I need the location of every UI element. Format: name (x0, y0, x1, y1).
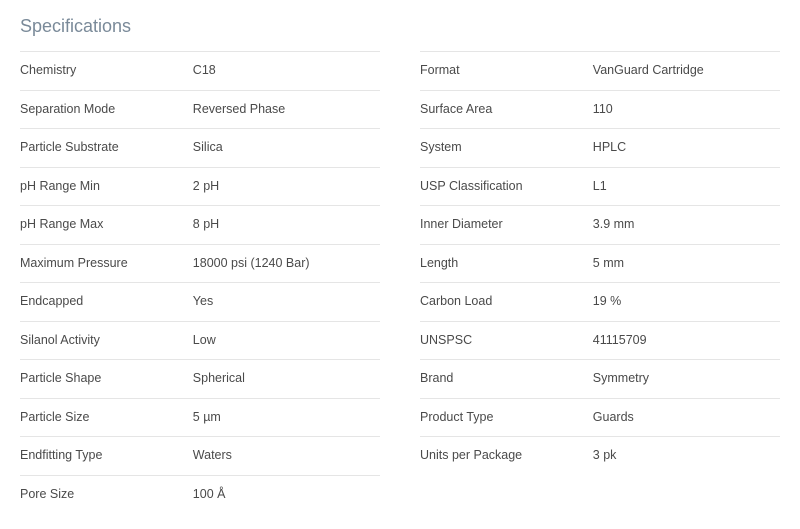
spec-label: Product Type (420, 409, 593, 427)
spec-label: Particle Shape (20, 370, 193, 388)
spec-row: SystemHPLC (420, 128, 780, 167)
spec-value: 3.9 mm (593, 216, 780, 234)
spec-label: Length (420, 255, 593, 273)
spec-label: Particle Substrate (20, 139, 193, 157)
spec-row: FormatVanGuard Cartridge (420, 51, 780, 90)
spec-value: 110 (593, 101, 780, 119)
spec-label: pH Range Min (20, 178, 193, 196)
spec-row: Surface Area110 (420, 90, 780, 129)
spec-column-right: FormatVanGuard CartridgeSurface Area110S… (420, 51, 780, 513)
spec-label: Separation Mode (20, 101, 193, 119)
spec-row: BrandSymmetry (420, 359, 780, 398)
spec-value: 19 % (593, 293, 780, 311)
spec-columns: ChemistryC18Separation ModeReversed Phas… (20, 51, 780, 513)
spec-value: Guards (593, 409, 780, 427)
spec-row: Carbon Load19 % (420, 282, 780, 321)
spec-row: Particle ShapeSpherical (20, 359, 380, 398)
specifications-title: Specifications (20, 16, 780, 37)
spec-row: UNSPSC41115709 (420, 321, 780, 360)
spec-row: pH Range Max8 pH (20, 205, 380, 244)
spec-value: HPLC (593, 139, 780, 157)
spec-value: 8 pH (193, 216, 380, 234)
spec-value: 18000 psi (1240 Bar) (193, 255, 380, 273)
spec-row: pH Range Min2 pH (20, 167, 380, 206)
spec-row: Particle SubstrateSilica (20, 128, 380, 167)
spec-row: Silanol ActivityLow (20, 321, 380, 360)
spec-value: 5 µm (193, 409, 380, 427)
spec-row: Length5 mm (420, 244, 780, 283)
spec-row: Separation ModeReversed Phase (20, 90, 380, 129)
spec-label: Brand (420, 370, 593, 388)
spec-value: Silica (193, 139, 380, 157)
spec-row: Maximum Pressure18000 psi (1240 Bar) (20, 244, 380, 283)
spec-row: Particle Size5 µm (20, 398, 380, 437)
spec-label: Carbon Load (420, 293, 593, 311)
spec-label: UNSPSC (420, 332, 593, 350)
spec-label: Surface Area (420, 101, 593, 119)
spec-label: Pore Size (20, 486, 193, 504)
spec-value: 100 Å (193, 486, 380, 504)
spec-label: Chemistry (20, 62, 193, 80)
spec-value: Reversed Phase (193, 101, 380, 119)
spec-value: 5 mm (593, 255, 780, 273)
spec-value: Yes (193, 293, 380, 311)
spec-label: Particle Size (20, 409, 193, 427)
spec-label: Units per Package (420, 447, 593, 465)
spec-label: Maximum Pressure (20, 255, 193, 273)
spec-label: Inner Diameter (420, 216, 593, 234)
spec-label: System (420, 139, 593, 157)
spec-label: USP Classification (420, 178, 593, 196)
spec-value: L1 (593, 178, 780, 196)
spec-row: Units per Package3 pk (420, 436, 780, 475)
spec-row: Endfitting TypeWaters (20, 436, 380, 475)
spec-row: EndcappedYes (20, 282, 380, 321)
spec-value: Waters (193, 447, 380, 465)
spec-value: VanGuard Cartridge (593, 62, 780, 80)
spec-value: 41115709 (593, 332, 780, 350)
spec-value: 2 pH (193, 178, 380, 196)
spec-row: Pore Size100 Å (20, 475, 380, 514)
spec-column-left: ChemistryC18Separation ModeReversed Phas… (20, 51, 380, 513)
spec-label: Endfitting Type (20, 447, 193, 465)
spec-value: Symmetry (593, 370, 780, 388)
spec-row: ChemistryC18 (20, 51, 380, 90)
spec-label: Endcapped (20, 293, 193, 311)
spec-label: Format (420, 62, 593, 80)
spec-row: USP ClassificationL1 (420, 167, 780, 206)
spec-value: C18 (193, 62, 380, 80)
spec-value: Low (193, 332, 380, 350)
spec-label: pH Range Max (20, 216, 193, 234)
spec-value: 3 pk (593, 447, 780, 465)
spec-label: Silanol Activity (20, 332, 193, 350)
spec-row: Product TypeGuards (420, 398, 780, 437)
spec-value: Spherical (193, 370, 380, 388)
spec-row: Inner Diameter3.9 mm (420, 205, 780, 244)
